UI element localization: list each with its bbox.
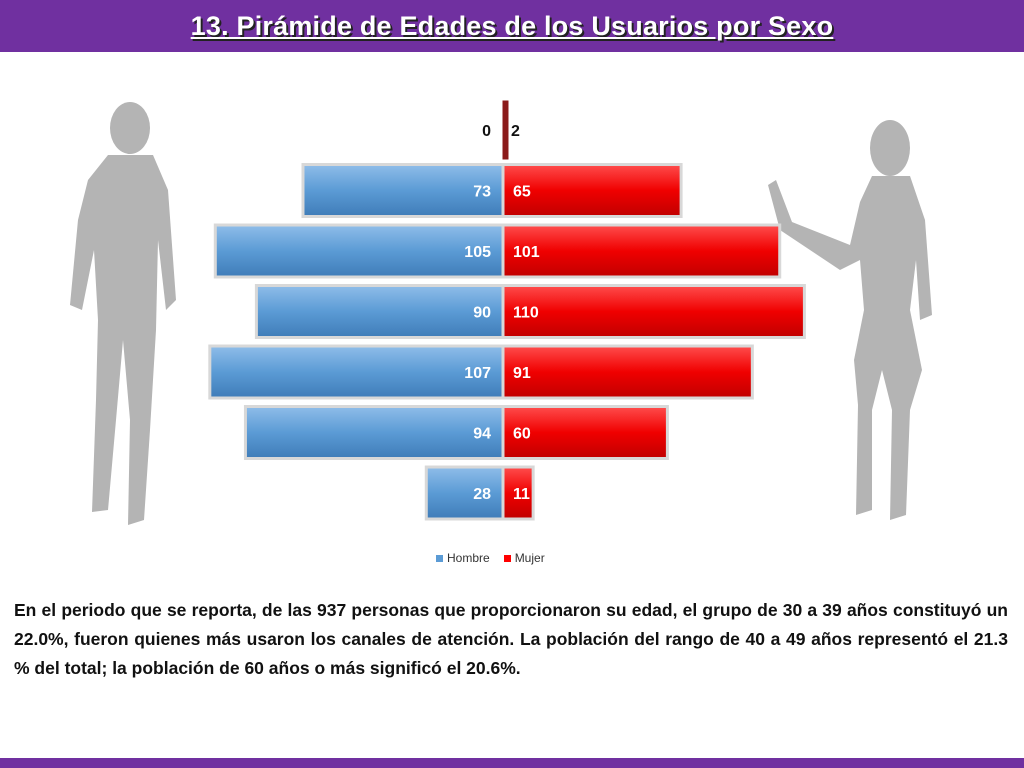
legend-label-hombre: Hombre bbox=[447, 551, 490, 565]
legend-swatch-mujer bbox=[503, 554, 511, 562]
bar-mujer bbox=[501, 284, 806, 339]
bar-mujer bbox=[501, 405, 669, 460]
data-label-hombre: 28 bbox=[473, 486, 491, 503]
legend-item-mujer: Mujer bbox=[503, 551, 545, 565]
male-silhouette-icon bbox=[70, 102, 176, 525]
bar-hombre bbox=[301, 163, 505, 218]
legend-swatch-hombre bbox=[436, 554, 443, 562]
data-label-mujer: 65 bbox=[513, 184, 531, 201]
bar-hombre bbox=[208, 344, 505, 400]
female-silhouette-icon bbox=[768, 120, 932, 520]
data-label-mujer: 101 bbox=[513, 244, 540, 261]
page-title: 13. Pirámide de Edades de los Usuarios p… bbox=[190, 10, 834, 41]
chart-legend: Hombre Mujer bbox=[436, 551, 545, 565]
legend-item-hombre: Hombre bbox=[436, 551, 490, 565]
bar-mujer bbox=[501, 344, 754, 400]
summary-paragraph: En el periodo que se reporta, de las 937… bbox=[14, 600, 1008, 678]
bar-hombre bbox=[254, 284, 505, 339]
bar-hombre bbox=[243, 405, 505, 460]
data-label-hombre: 0 bbox=[482, 123, 491, 140]
data-label-hombre: 94 bbox=[473, 426, 491, 443]
data-label-mujer: 11 bbox=[513, 486, 530, 503]
bottom-bar bbox=[0, 758, 1024, 768]
bar-hombre bbox=[424, 465, 505, 521]
data-label-mujer: 91 bbox=[513, 365, 531, 382]
pyramid-chart: 0 2 73 65 105 101 90 110 107 91 94 60 28 11 bbox=[208, 100, 806, 521]
bar-mujer bbox=[502, 100, 509, 160]
data-label-mujer: 2 bbox=[511, 123, 520, 140]
bar-mujer bbox=[501, 163, 683, 218]
data-label-hombre: 73 bbox=[473, 184, 491, 201]
data-label-mujer: 60 bbox=[513, 426, 531, 443]
data-label-hombre: 90 bbox=[473, 305, 491, 322]
bar-hombre bbox=[213, 223, 505, 279]
data-label-hombre: 107 bbox=[464, 365, 491, 382]
bar-mujer bbox=[501, 223, 782, 279]
bar-mujer bbox=[501, 465, 535, 521]
data-label-hombre: 105 bbox=[464, 244, 491, 261]
title-bar: 13. Pirámide de Edades de los Usuarios p… bbox=[0, 0, 1024, 52]
data-label-mujer: 110 bbox=[513, 305, 539, 322]
legend-label-mujer: Mujer bbox=[514, 551, 545, 565]
